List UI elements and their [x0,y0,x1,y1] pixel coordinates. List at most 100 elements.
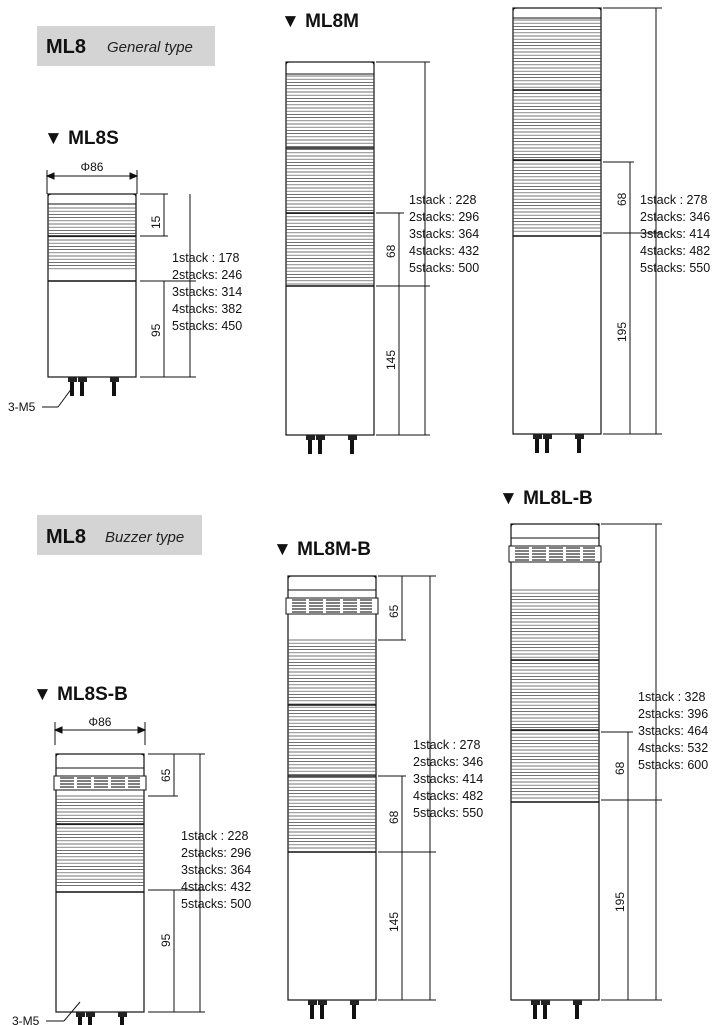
ml8l-spec-5: 5stacks: 550 [640,261,710,275]
ml8s-spec-3: 3stacks: 314 [172,285,242,299]
ml8m-spec-4: 4stacks: 432 [409,244,479,258]
bolt-shaft [352,1005,356,1019]
bolt-head [531,1000,540,1005]
bolt-shaft [120,1017,124,1025]
ml8l-spec-4: 4stacks: 482 [640,244,710,258]
bolt-head [306,435,315,440]
ml8lb-vertical-dims [601,523,662,1001]
ml8lb-height-specs: 1stack : 328 2stacks: 396 3stacks: 464 4… [638,690,708,772]
bolt-head [350,1000,359,1005]
tower-outline [287,575,377,1001]
ml8mb-dim-top: 65 [387,604,401,618]
bolt-shaft [70,382,74,396]
ml8mb-vertical-dims [378,575,436,1001]
bolt-shaft [543,1005,547,1019]
ml8m-height-specs: 1stack : 228 2stacks: 296 3stacks: 364 4… [409,193,479,275]
tower-outline [512,7,602,435]
ml8l-spec-2: 2stacks: 346 [640,210,710,224]
ml8m-tower [285,61,375,454]
ml8s-dim-body: 95 [149,323,163,337]
bolt-head [86,1012,95,1017]
ml8l-spec-3: 3stacks: 414 [640,227,710,241]
ml8s-diameter-label: Φ86 [81,160,104,174]
ml8mb-dim-stack: 68 [387,810,401,824]
ml8s-tower [47,193,137,396]
bolt-head [316,435,325,440]
ml8s-dim-top: 15 [149,215,163,229]
ml8s-diameter-dim [45,170,139,194]
bolt-shaft [575,1005,579,1019]
buzzer-badge-main: ML8 [46,526,86,548]
ml8lb-spec-4: 4stacks: 532 [638,741,708,755]
tower-cap [55,753,145,768]
ml8lb-spec-5: 5stacks: 600 [638,758,708,772]
bolt-head [118,1012,127,1017]
ml8m-vertical-dims [376,61,430,436]
ml8sb-drawing: ▼ ML8S-B Φ86 3-M5 65 95 1stack : 228 2st… [12,684,251,1025]
ml8m-drawing: ▼ ML8M 68 145 1stack : 228 2stacks: 296 … [281,11,479,454]
ml8sb-tower [53,753,147,1025]
bolt-shaft [88,1017,92,1025]
tower-outline [47,193,137,378]
ml8m-spec-5: 5stacks: 500 [409,261,479,275]
ml8mb-spec-5: 5stacks: 550 [413,806,483,820]
ml8l-dim-body: 195 [615,322,629,342]
ml8mb-dim-body: 145 [387,912,401,932]
ml8l-height-specs: 1stack : 278 2stacks: 346 3stacks: 414 4… [640,193,710,275]
ml8l-drawing: 68 195 1stack : 278 2stacks: 346 3stacks… [512,7,710,453]
bolt-shaft [318,440,322,454]
ml8s-drawing: ▼ ML8S Φ86 3-M5 15 95 1stack : 178 2st [8,128,242,414]
buzzer-badge-sub: Buzzer type [105,529,184,546]
bolt-head [541,1000,550,1005]
bolt-head [308,1000,317,1005]
ml8sb-spec-2: 2stacks: 296 [181,846,251,860]
buzzer-badge: ML8 Buzzer type [37,515,202,555]
ml8sb-bolt-label: 3-M5 [12,1014,40,1025]
ml8sb-diameter-label: Φ86 [89,715,112,729]
general-badge: ML8 General type [37,26,215,66]
tower-cap [47,193,137,204]
tower-outline [510,523,600,1001]
ml8s-spec-5: 5stacks: 450 [172,319,242,333]
ml8s-height-specs: 1stack : 178 2stacks: 246 3stacks: 314 4… [172,251,242,333]
ml8lb-spec-2: 2stacks: 396 [638,707,708,721]
tower-outline [55,753,145,1013]
bolt-head [78,377,87,382]
ml8s-spec-4: 4stacks: 382 [172,302,242,316]
ml8l-vertical-dims [603,7,662,435]
bolt-shaft [350,440,354,454]
ml8sb-height-specs: 1stack : 228 2stacks: 296 3stacks: 364 4… [181,829,251,911]
ml8mb-drawing: ▼ ML8M-B 65 68 145 1stack : 278 2stacks:… [273,539,483,1019]
ml8s-spec-2: 2stacks: 246 [172,268,242,282]
ml8m-dim-body: 145 [384,350,398,370]
ml8lb-spec-3: 3stacks: 464 [638,724,708,738]
ml8sb-dim-top: 65 [159,768,173,782]
bolt-head [318,1000,327,1005]
bolt-head [543,434,552,439]
ml8m-title: ▼ ML8M [281,11,359,32]
ml8sb-vertical-dims [148,753,205,1013]
bolt-shaft [577,439,581,453]
tower-cap [285,61,375,74]
ml8s-title: ▼ ML8S [44,128,119,149]
ml8mb-spec-2: 2stacks: 346 [413,755,483,769]
bolt-shaft [533,1005,537,1019]
bolt-shaft [545,439,549,453]
ml8l-dim-stack: 68 [615,192,629,206]
general-badge-main: ML8 [46,36,86,58]
ml8m-spec-2: 2stacks: 296 [409,210,479,224]
ml8lb-spec-1: 1stack : 328 [638,690,705,704]
ml8m-dim-stack: 68 [384,244,398,258]
ml8m-spec-1: 1stack : 228 [409,193,476,207]
bolt-head [533,434,542,439]
tower-cap [512,7,602,18]
bolt-head [575,434,584,439]
ml8lb-drawing: ▼ ML8L-B 68 195 1stack : 328 2stacks: 39… [499,488,708,1019]
ml8sb-title: ▼ ML8S-B [33,684,128,705]
ml8s-bolt-label: 3-M5 [8,400,36,414]
bolt-shaft [320,1005,324,1019]
ml8mb-spec-1: 1stack : 278 [413,738,480,752]
ml8s-vertical-dims [140,193,196,378]
bolt-shaft [310,1005,314,1019]
ml8mb-height-specs: 1stack : 278 2stacks: 346 3stacks: 414 4… [413,738,483,820]
